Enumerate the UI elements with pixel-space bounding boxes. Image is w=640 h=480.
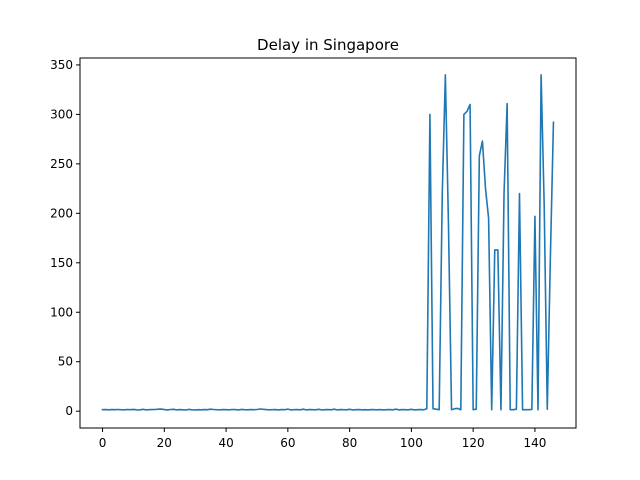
y-tick-label: 150 [50,256,73,270]
y-tick-label: 200 [50,206,73,220]
series-layer [101,74,555,411]
y-tick-label: 350 [50,58,73,72]
x-axis-ticks: 0 20 40 60 80 100 120 140 [99,428,546,450]
y-tick-label: 100 [50,305,73,319]
y-tick-label: 0 [65,404,73,418]
x-tick-label: 40 [218,436,233,450]
y-tick-label: 50 [58,355,73,369]
chart-title: Delay in Singapore [257,36,399,54]
x-tick-label: 120 [462,436,485,450]
series-line-0 [101,74,555,411]
x-tick-label: 100 [400,436,423,450]
plot-background [80,58,576,428]
plot-frame [79,57,577,429]
x-tick-label: 0 [99,436,107,450]
x-tick-label: 80 [342,436,357,450]
x-tick-label: 20 [157,436,172,450]
y-axis-ticks: 0 50 100 150 200 250 300 350 [50,58,80,418]
y-tick-label: 300 [50,107,73,121]
y-tick-label: 250 [50,157,73,171]
x-tick-label: 60 [280,436,295,450]
x-tick-label: 140 [523,436,546,450]
